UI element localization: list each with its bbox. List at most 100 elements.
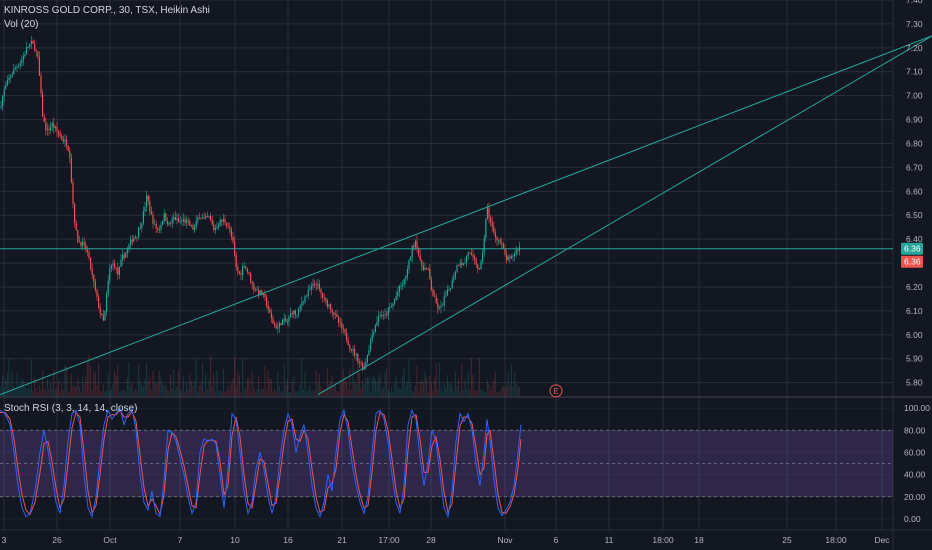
volume-bar bbox=[470, 358, 472, 396]
volume-bar bbox=[506, 385, 508, 396]
volume-bar bbox=[478, 357, 480, 396]
candle-body bbox=[144, 207, 146, 212]
candle-body bbox=[75, 222, 77, 231]
candle-body bbox=[338, 317, 340, 323]
volume-bar bbox=[490, 390, 492, 396]
candle-body bbox=[112, 263, 114, 266]
candle-body bbox=[150, 211, 152, 215]
candle-body bbox=[264, 293, 266, 298]
candle-body bbox=[48, 128, 50, 131]
volume-bar bbox=[328, 383, 330, 396]
volume-bar bbox=[272, 391, 274, 396]
candle-body bbox=[251, 281, 253, 284]
volume-bar bbox=[314, 391, 316, 396]
volume-bar bbox=[346, 382, 348, 396]
volume-bar bbox=[285, 385, 287, 396]
candle-body bbox=[134, 236, 136, 239]
candle-body bbox=[40, 75, 42, 93]
volume-bar bbox=[378, 377, 380, 396]
candle-body bbox=[266, 297, 268, 306]
candle-body bbox=[424, 267, 426, 270]
volume-bar bbox=[102, 383, 104, 396]
volume-bar bbox=[355, 383, 357, 396]
volume-bar bbox=[101, 391, 103, 396]
candle-body bbox=[350, 349, 352, 351]
candle-body bbox=[288, 316, 290, 322]
volume-bar bbox=[362, 379, 364, 396]
candle-body bbox=[502, 244, 504, 249]
candle-body bbox=[499, 240, 501, 243]
price-axis-label: 7.00 bbox=[906, 91, 923, 101]
volume-bar bbox=[464, 380, 466, 396]
candle-body bbox=[80, 241, 82, 246]
candle-body bbox=[349, 345, 351, 350]
candle-body bbox=[355, 354, 357, 356]
price-axis-label: 6.70 bbox=[906, 162, 923, 172]
candle-body bbox=[461, 262, 463, 265]
volume-bar bbox=[91, 390, 93, 396]
volume-bar bbox=[131, 382, 133, 396]
volume-bar bbox=[344, 376, 346, 396]
candle-body bbox=[107, 280, 109, 295]
candle-body bbox=[66, 139, 68, 146]
candle-body bbox=[334, 314, 336, 315]
volume-bar bbox=[403, 367, 405, 396]
candle-body bbox=[74, 203, 76, 223]
candle-body bbox=[306, 295, 308, 297]
candle-body bbox=[128, 245, 130, 250]
candle-body bbox=[90, 257, 92, 270]
volume-bar bbox=[333, 385, 335, 396]
candle-body bbox=[333, 312, 335, 315]
candle-body bbox=[24, 54, 26, 57]
candle-body bbox=[86, 249, 88, 253]
volume-bar bbox=[170, 374, 172, 396]
candle-body bbox=[403, 279, 405, 285]
volume-bar bbox=[274, 388, 276, 396]
volume-bar bbox=[309, 385, 311, 396]
volume-bar bbox=[504, 387, 506, 396]
candle-body bbox=[490, 218, 492, 223]
volume-bar bbox=[221, 391, 223, 396]
candle-body bbox=[69, 151, 71, 158]
volume-bar bbox=[109, 391, 111, 396]
candle-body bbox=[18, 65, 20, 67]
volume-bar bbox=[493, 379, 495, 396]
volume-bar bbox=[245, 387, 247, 396]
candle-body bbox=[491, 222, 493, 227]
trendlines[interactable] bbox=[0, 35, 932, 396]
candle-body bbox=[277, 327, 279, 329]
volume-bar bbox=[214, 391, 216, 396]
volume-bar bbox=[120, 391, 122, 396]
volume-bar bbox=[229, 389, 231, 396]
volume-bar bbox=[114, 371, 116, 396]
price-axis-label: 6.00 bbox=[906, 330, 923, 340]
volume-bar bbox=[390, 387, 392, 396]
volume-bar bbox=[261, 388, 263, 396]
volume-bar bbox=[232, 378, 234, 396]
candle-body bbox=[85, 244, 87, 250]
volume-bar bbox=[258, 376, 260, 396]
candle-body bbox=[446, 289, 448, 296]
candle-body bbox=[72, 182, 74, 204]
volume-bar bbox=[176, 386, 178, 396]
volume-bar bbox=[2, 375, 4, 396]
volume-bar bbox=[302, 389, 304, 396]
volume-bar bbox=[86, 362, 88, 396]
volume-bar bbox=[152, 370, 154, 396]
volume-bar bbox=[219, 390, 221, 396]
time-axis-label: 18:00 bbox=[825, 535, 847, 545]
volume-bar bbox=[454, 372, 456, 396]
candle-body bbox=[454, 271, 456, 278]
candle-body bbox=[83, 242, 85, 245]
candle-body bbox=[211, 220, 213, 225]
volume-bar bbox=[194, 381, 196, 396]
volume-bar bbox=[446, 375, 448, 396]
price-axis-label: 6.50 bbox=[906, 210, 923, 220]
candle-body bbox=[442, 305, 444, 307]
volume-bar bbox=[509, 386, 511, 396]
volume-bar bbox=[267, 369, 269, 396]
candle-body bbox=[315, 284, 317, 286]
volume-bar bbox=[448, 383, 450, 396]
volume-bar bbox=[376, 382, 378, 396]
